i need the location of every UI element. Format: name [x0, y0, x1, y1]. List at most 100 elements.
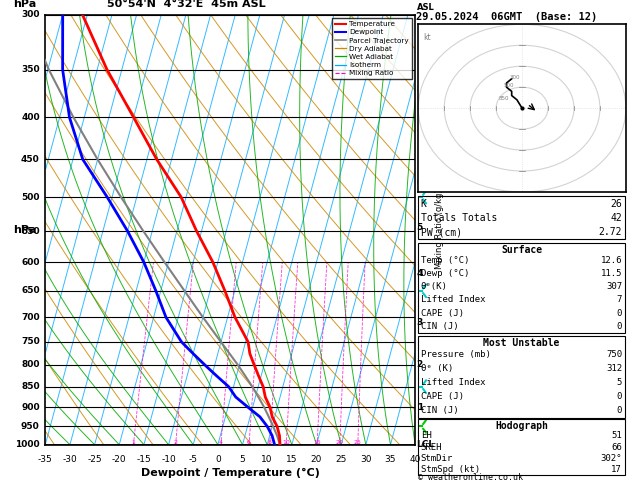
Text: Dewp (°C): Dewp (°C) [421, 269, 469, 278]
Text: EH: EH [421, 431, 431, 440]
Text: 66: 66 [611, 443, 622, 451]
Text: Temp (°C): Temp (°C) [421, 256, 469, 265]
Text: 850: 850 [499, 96, 509, 101]
Text: Most Unstable: Most Unstable [483, 338, 560, 348]
Text: 2: 2 [416, 361, 423, 369]
Text: StmDir: StmDir [421, 454, 453, 463]
Text: -25: -25 [87, 455, 102, 465]
Text: hPa: hPa [13, 0, 36, 9]
Text: 7: 7 [416, 130, 423, 139]
Text: 850: 850 [21, 382, 40, 391]
Text: 350: 350 [21, 65, 40, 74]
Text: 50°54'N  4°32'E  45m ASL: 50°54'N 4°32'E 45m ASL [106, 0, 265, 9]
Text: 20: 20 [336, 440, 343, 445]
Text: Hodograph: Hodograph [495, 421, 548, 432]
Text: Lifted Index: Lifted Index [421, 378, 486, 387]
Text: 0: 0 [616, 309, 622, 318]
Text: 750: 750 [606, 349, 622, 359]
Text: Pressure (mb): Pressure (mb) [421, 349, 491, 359]
Text: -15: -15 [136, 455, 152, 465]
Text: PW (cm): PW (cm) [421, 227, 462, 237]
Text: 10: 10 [262, 455, 273, 465]
Text: 30: 30 [360, 455, 372, 465]
Text: -20: -20 [112, 455, 126, 465]
Text: 25: 25 [335, 455, 347, 465]
Text: 0: 0 [616, 322, 622, 331]
Text: 8: 8 [416, 85, 423, 94]
Text: K: K [421, 199, 426, 209]
Text: 400: 400 [21, 113, 40, 122]
Text: 35: 35 [385, 455, 396, 465]
Text: © weatheronline.co.uk: © weatheronline.co.uk [418, 473, 523, 482]
Text: 0: 0 [215, 455, 221, 465]
Text: hPa: hPa [13, 225, 36, 235]
Text: 10: 10 [282, 440, 290, 445]
Text: 42: 42 [610, 213, 622, 223]
Text: 7: 7 [616, 295, 622, 304]
Text: SREH: SREH [421, 443, 442, 451]
Text: -10: -10 [161, 455, 176, 465]
Text: 450: 450 [21, 155, 40, 164]
Text: 29.05.2024  06GMT  (Base: 12): 29.05.2024 06GMT (Base: 12) [416, 12, 598, 22]
Text: 312: 312 [606, 364, 622, 373]
Legend: Temperature, Dewpoint, Parcel Trajectory, Dry Adiabat, Wet Adiabat, Isotherm, Mi: Temperature, Dewpoint, Parcel Trajectory… [332, 18, 411, 79]
Text: Surface: Surface [501, 245, 542, 255]
Text: 500: 500 [504, 83, 515, 88]
Text: 3: 3 [416, 318, 423, 327]
Text: 750: 750 [21, 337, 40, 347]
Text: 300: 300 [21, 10, 40, 19]
Text: Dewpoint / Temperature (°C): Dewpoint / Temperature (°C) [141, 469, 320, 478]
Text: 700: 700 [21, 313, 40, 322]
Text: Totals Totals: Totals Totals [421, 213, 497, 223]
Text: 1: 1 [131, 440, 135, 445]
Text: -35: -35 [38, 455, 53, 465]
Text: 5: 5 [240, 455, 245, 465]
Text: 12.6: 12.6 [601, 256, 622, 265]
Text: 2.72: 2.72 [599, 227, 622, 237]
Text: 25: 25 [354, 440, 362, 445]
Text: θᵉ(K): θᵉ(K) [421, 282, 448, 291]
Text: 8: 8 [268, 440, 272, 445]
Text: Mixing Ratio (g/kg): Mixing Ratio (g/kg) [435, 190, 443, 269]
Text: 20: 20 [311, 455, 322, 465]
Text: 302°: 302° [601, 454, 622, 463]
Text: 950: 950 [21, 422, 40, 431]
Text: θᵉ (K): θᵉ (K) [421, 364, 453, 373]
Text: 800: 800 [21, 361, 40, 369]
Text: -5: -5 [189, 455, 198, 465]
Text: 6: 6 [247, 440, 251, 445]
Text: 650: 650 [21, 286, 40, 295]
Text: 600: 600 [21, 258, 40, 267]
Text: CIN (J): CIN (J) [421, 406, 459, 416]
Text: 1000: 1000 [15, 440, 40, 449]
Text: -30: -30 [62, 455, 77, 465]
Text: kt: kt [423, 33, 431, 42]
Text: 2: 2 [174, 440, 177, 445]
Text: 300: 300 [509, 75, 520, 80]
Text: 1: 1 [416, 402, 423, 412]
Text: Lifted Index: Lifted Index [421, 295, 486, 304]
Text: 4: 4 [416, 269, 423, 278]
Text: 550: 550 [21, 226, 40, 236]
Text: 15: 15 [286, 455, 298, 465]
Text: CAPE (J): CAPE (J) [421, 309, 464, 318]
Text: 5: 5 [416, 224, 423, 232]
Text: 0: 0 [616, 392, 622, 401]
Text: 17: 17 [611, 465, 622, 474]
Text: LCL: LCL [416, 440, 435, 449]
Text: 15: 15 [313, 440, 321, 445]
Text: km
ASL: km ASL [417, 0, 435, 13]
Text: 4: 4 [219, 440, 223, 445]
Text: 900: 900 [21, 402, 40, 412]
Text: 0: 0 [616, 406, 622, 416]
Text: CAPE (J): CAPE (J) [421, 392, 464, 401]
Text: 40: 40 [409, 455, 421, 465]
Text: StmSpd (kt): StmSpd (kt) [421, 465, 480, 474]
Text: 11.5: 11.5 [601, 269, 622, 278]
Text: 500: 500 [21, 192, 40, 202]
Text: 307: 307 [606, 282, 622, 291]
Text: CIN (J): CIN (J) [421, 322, 459, 331]
Text: 51: 51 [611, 431, 622, 440]
Text: 26: 26 [610, 199, 622, 209]
Text: 6: 6 [416, 178, 423, 187]
